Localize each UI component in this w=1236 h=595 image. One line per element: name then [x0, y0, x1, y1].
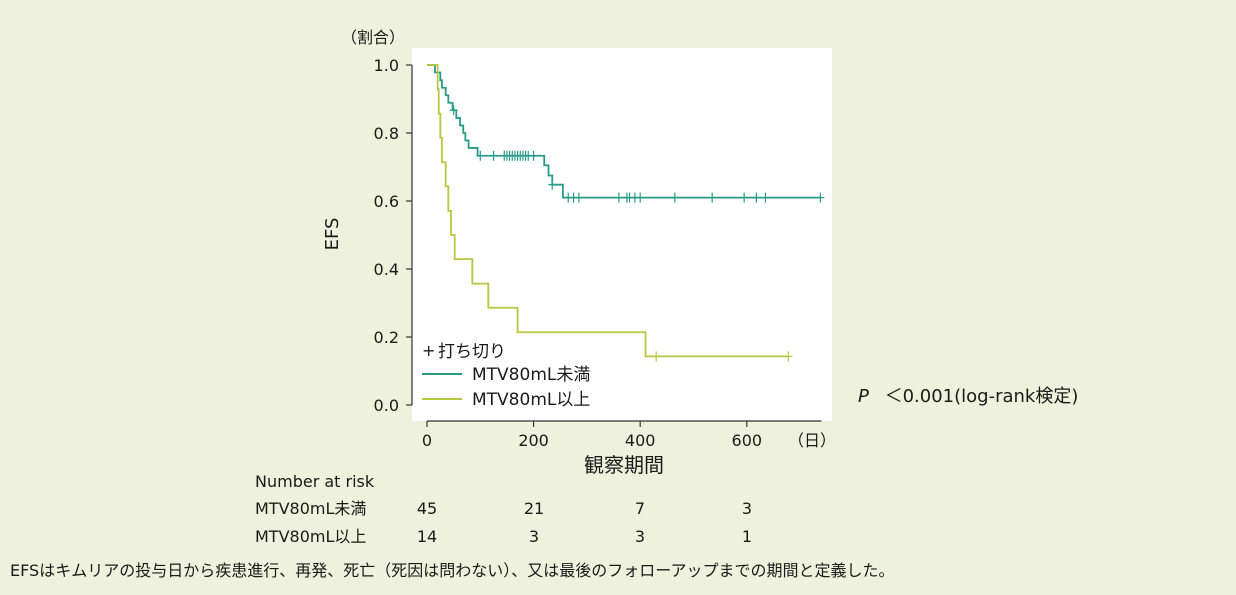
km-curve-series-1 — [427, 64, 822, 199]
x-tick-label: 200 — [518, 431, 549, 450]
risk-value: 7 — [635, 499, 645, 518]
risk-row-label-2: MTV80mL以上 — [255, 527, 366, 546]
risk-value: 45 — [417, 499, 437, 518]
p-value-annotation: P ＜0.001(log-rank検定) — [858, 386, 1078, 407]
x-axis: 0 200 400 600 — [422, 420, 822, 450]
risk-table: Number at risk MTV80mL未満 MTV80mL以上 45 21… — [255, 472, 752, 546]
risk-value: 3 — [635, 527, 645, 546]
x-tick-label: 0 — [422, 431, 432, 450]
legend-label-series-1: MTV80mL未満 — [472, 365, 590, 385]
y-axis: 0.0 0.2 0.4 0.6 0.8 1.0 — [374, 56, 413, 415]
y-unit-label: （割合） — [341, 28, 405, 47]
x-axis-title: 観察期間 — [584, 453, 664, 477]
y-axis-title: EFS — [322, 218, 343, 251]
y-tick-label: 0.6 — [374, 192, 399, 211]
p-symbol: P — [858, 386, 869, 407]
legend-label-series-2: MTV80mL以上 — [472, 390, 590, 410]
series-lines — [427, 64, 825, 362]
footnote: EFSはキムリアの投与日から疾患進行、再発、死亡（死因は問わない）、又は最後のフ… — [10, 561, 895, 580]
risk-value: 3 — [529, 527, 539, 546]
risk-table-title: Number at risk — [255, 472, 375, 491]
x-unit-label: （日） — [788, 431, 836, 450]
risk-row-label-1: MTV80mL未満 — [255, 499, 366, 518]
legend-censor-label: 打ち切り — [438, 342, 506, 362]
y-tick-label: 0.0 — [374, 396, 399, 415]
y-tick-label: 1.0 — [374, 56, 399, 75]
p-value-text: ＜0.001(log-rank検定) — [885, 386, 1079, 407]
x-tick-label: 400 — [625, 431, 656, 450]
y-tick-label: 0.2 — [374, 328, 399, 347]
km-curve-series-2 — [427, 64, 790, 358]
y-tick-label: 0.8 — [374, 124, 399, 143]
x-tick-label: 600 — [732, 431, 763, 450]
risk-value: 14 — [417, 527, 437, 546]
risk-value: 3 — [742, 499, 752, 518]
legend-censor-symbol: + — [422, 341, 435, 360]
plot-area — [412, 48, 832, 421]
legend: + 打ち切り MTV80mL未満 MTV80mL以上 — [422, 341, 590, 410]
risk-value: 1 — [742, 527, 752, 546]
risk-value: 21 — [524, 499, 544, 518]
y-tick-label: 0.4 — [374, 260, 399, 279]
